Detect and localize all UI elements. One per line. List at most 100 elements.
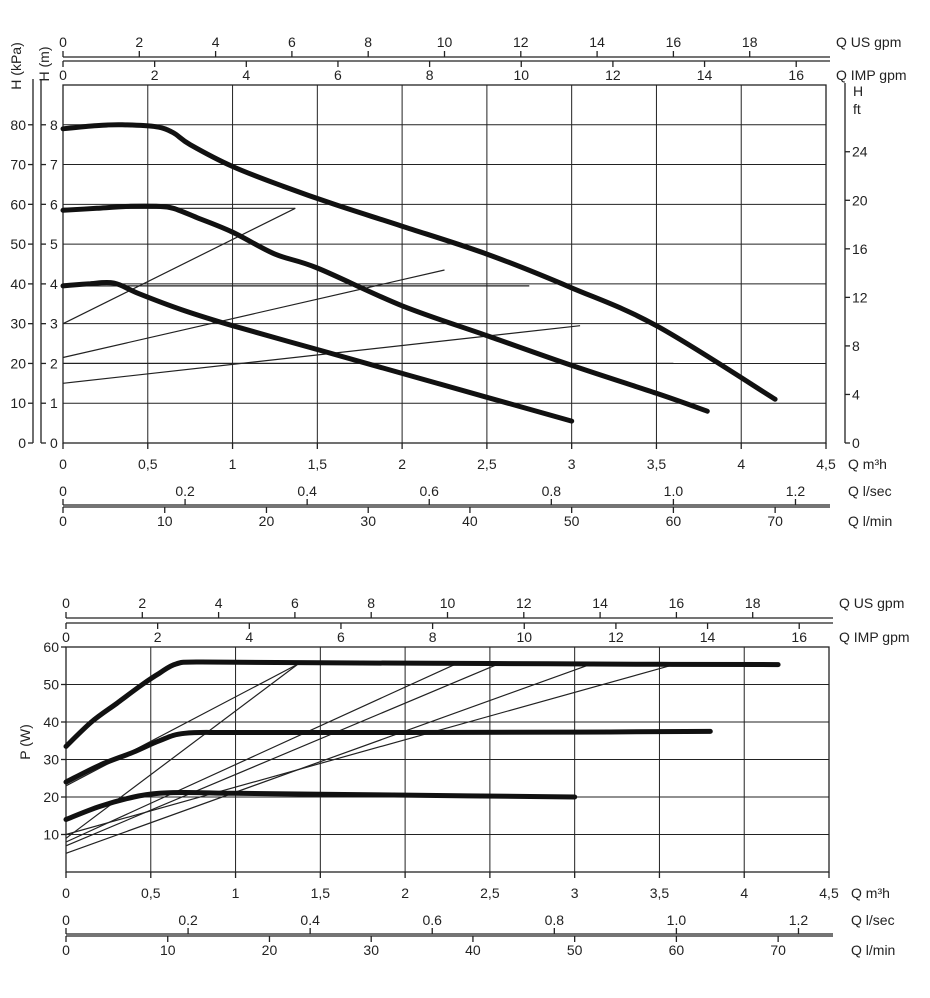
- chart-1-top-axis-1-label: Q US gpm: [836, 34, 901, 50]
- chart-2-y-axis-tick-label-4: 50: [43, 677, 59, 693]
- chart-1-top-axis-1-tick-label-1: 2: [135, 34, 143, 50]
- chart-2-top-axis-1-tick-label-5: 10: [440, 595, 456, 611]
- chart-1-top-axis-2-tick-label-8: 16: [788, 67, 804, 83]
- chart-2-top-axis-2-tick-label-4: 8: [429, 629, 437, 645]
- chart-1-reference-line-5: [62, 269, 445, 359]
- chart-2-reference-line-6: [65, 663, 677, 836]
- chart-1-top-axis-1-tick-label-9: 18: [742, 34, 758, 50]
- chart-1-reference-line-4: [62, 207, 296, 325]
- chart-1-y-axis-ft-label-unit: ft: [853, 101, 861, 117]
- chart-1-y-axis-m-tick-label-8: 8: [50, 117, 58, 133]
- chart-1-top-axis-2-tick-label-2: 4: [242, 67, 250, 83]
- chart-1-y-axis-m-tick-label-0: 0: [50, 435, 58, 451]
- chart-1-y-axis-m-tick-label-1: 1: [50, 395, 58, 411]
- chart-1-y-axis-ft-tick-label-6: 24: [852, 144, 868, 160]
- chart-2-x-axis-3-tick-label-1: 10: [160, 942, 176, 958]
- chart-2-x-axis-3-tick-label-6: 60: [669, 942, 685, 958]
- chart-2-top-axis-1-tick-label-1: 2: [138, 595, 146, 611]
- chart-1-top-axis-1-tick-label-7: 14: [589, 34, 605, 50]
- chart-2-x-axis-3-tick-label-4: 40: [465, 942, 481, 958]
- chart-2-x-axis-2-tick-label-5: 1.0: [667, 912, 687, 928]
- chart-1-y-axis-kpa-tick-label-6: 60: [10, 196, 26, 212]
- chart-2-x-axis-2-tick-label-2: 0.4: [300, 912, 320, 928]
- chart-2-x-axis-3-tick-label-0: 0: [62, 942, 70, 958]
- chart-1-series-2-curve: [60, 203, 710, 414]
- chart-1-top-axis-1-tick-label-2: 4: [212, 34, 220, 50]
- chart-1-x-axis-2-tick-label-1: 0.2: [175, 483, 195, 499]
- chart-1-x-axis-1-tick-label-3: 1,5: [308, 456, 328, 472]
- chart-1-x-axis-1-tick-label-6: 3: [568, 456, 576, 472]
- chart-2-x-axis-1-tick-label-6: 3: [571, 885, 579, 901]
- chart-1-x-axis-1-tick-label-5: 2,5: [477, 456, 497, 472]
- chart-2-x-axis-1-label: Q m³h: [851, 885, 890, 901]
- chart-2-reference-line-5: [65, 663, 592, 854]
- chart-2-top-axis-1-tick-label-6: 12: [516, 595, 532, 611]
- chart-1-y-axis-ft-tick-label-3: 12: [852, 289, 868, 305]
- chart-1-y-axis-ft-tick-label-1: 4: [852, 386, 860, 402]
- chart-2-x-axis-3-tick-label-7: 70: [770, 942, 786, 958]
- chart-2-x-axis-2-tick-label-3: 0.6: [423, 912, 443, 928]
- chart-2-x-axis-2-tick-label-1: 0.2: [178, 912, 198, 928]
- chart-2-top-axis-2-tick-label-8: 16: [791, 629, 807, 645]
- chart-1-y-axis-kpa-tick-label-2: 20: [10, 355, 26, 371]
- chart-2-y-axis-tick-label-1: 20: [43, 789, 59, 805]
- chart-2-top-axis-2-tick-label-5: 10: [516, 629, 532, 645]
- chart-1-x-axis-2-tick-label-0: 0: [59, 483, 67, 499]
- chart-2-series-1-curve: [63, 659, 781, 749]
- chart-1-x-axis-1-tick-label-2: 1: [229, 456, 237, 472]
- chart-1-top-axis-1-tick-label-4: 8: [364, 34, 372, 50]
- chart-2-top-axis-2-tick-label-3: 6: [337, 629, 345, 645]
- chart-2-top-axis-1-tick-label-2: 4: [215, 595, 223, 611]
- chart-2-top-axis-2-label: Q IMP gpm: [839, 629, 910, 645]
- chart-1-y-axis-m-tick-label-6: 6: [50, 196, 58, 212]
- chart-1-y-axis-m-tick-label-4: 4: [50, 276, 58, 292]
- chart-1-x-axis-1-tick-label-8: 4: [737, 456, 745, 472]
- chart-1-y-axis-m-tick-label-3: 3: [50, 316, 58, 332]
- chart-2-top-axis-2-tick-label-2: 4: [245, 629, 253, 645]
- chart-2-top-axis-1-tick-label-0: 0: [62, 595, 70, 611]
- chart-2-x-axis-1-tick-label-7: 3,5: [650, 885, 670, 901]
- chart-1-x-axis-3-tick-label-2: 20: [259, 513, 275, 529]
- chart-1-y-axis-kpa-label: H (kPa): [8, 42, 24, 89]
- chart-1-y-axis-ft-label-h: H: [853, 83, 863, 99]
- chart-1-x-axis-2-tick-label-4: 0.8: [542, 483, 562, 499]
- chart-1-x-axis-1-tick-label-7: 3,5: [647, 456, 667, 472]
- chart-1-top-axis-1-tick-label-3: 6: [288, 34, 296, 50]
- chart-2-x-axis-2-tick-label-6: 1.2: [789, 912, 809, 928]
- chart-2-top-axis-1-tick-label-3: 6: [291, 595, 299, 611]
- chart-2-reference-line-3: [65, 663, 457, 843]
- chart-1-x-axis-3-tick-label-6: 60: [666, 513, 682, 529]
- chart-1-y-axis-kpa-tick-label-4: 40: [10, 276, 26, 292]
- chart-2-x-axis-2-tick-label-0: 0: [62, 912, 70, 928]
- chart-2-x-axis-1-tick-label-1: 0,5: [141, 885, 161, 901]
- chart-1-top-axis-2-tick-label-7: 14: [697, 67, 713, 83]
- chart-1-y-axis-m-label: H (m): [36, 47, 52, 82]
- chart-1-x-axis-2-tick-label-6: 1.2: [786, 483, 806, 499]
- chart-1-x-axis-3-tick-label-1: 10: [157, 513, 173, 529]
- chart-1-top-axis-1-tick-label-0: 0: [59, 34, 67, 50]
- chart-2-x-axis-3-tick-label-3: 30: [363, 942, 379, 958]
- chart-1-x-axis-2-tick-label-5: 1.0: [664, 483, 684, 499]
- chart-2-y-axis-label: P (W): [17, 724, 33, 760]
- chart-2-reference-line-2: [65, 663, 299, 839]
- chart-1-x-axis-2-label: Q l/sec: [848, 483, 892, 499]
- chart-1-series-1-curve: [60, 122, 778, 402]
- chart-1-top-axis-2-tick-label-0: 0: [59, 67, 67, 83]
- chart-1-x-axis-1-tick-label-0: 0: [59, 456, 67, 472]
- chart-1-x-axis-3-tick-label-3: 30: [360, 513, 376, 529]
- chart-1-series-3-curve: [60, 279, 575, 424]
- chart-1-plot-frame: [62, 84, 827, 444]
- chart-1-y-axis-kpa-tick-label-1: 10: [10, 395, 26, 411]
- chart-1-x-axis-1-tick-label-1: 0,5: [138, 456, 158, 472]
- chart-1-y-axis-ft-tick-label-4: 16: [852, 241, 868, 257]
- chart-2-y-axis-tick-label-3: 40: [43, 714, 59, 730]
- chart-1-top-axis-2-tick-label-4: 8: [426, 67, 434, 83]
- chart-2-top-axis-2-tick-label-7: 14: [700, 629, 716, 645]
- chart-1-reference-line-6: [62, 325, 581, 384]
- chart-1-top-axis-2-tick-label-6: 12: [605, 67, 621, 83]
- chart-2-x-axis-3-tick-label-5: 50: [567, 942, 583, 958]
- chart-2-x-axis-1-tick-label-9: 4,5: [819, 885, 839, 901]
- chart-2-reference-line-4: [65, 663, 499, 847]
- chart-2-y-axis-tick-label-2: 30: [43, 752, 59, 768]
